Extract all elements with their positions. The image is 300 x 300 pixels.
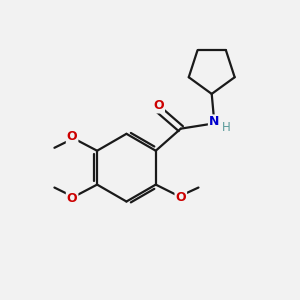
Text: O: O — [153, 100, 164, 112]
Text: N: N — [209, 116, 219, 128]
Text: O: O — [67, 192, 77, 205]
Text: O: O — [67, 130, 77, 143]
Text: O: O — [176, 191, 186, 204]
Text: H: H — [222, 121, 231, 134]
